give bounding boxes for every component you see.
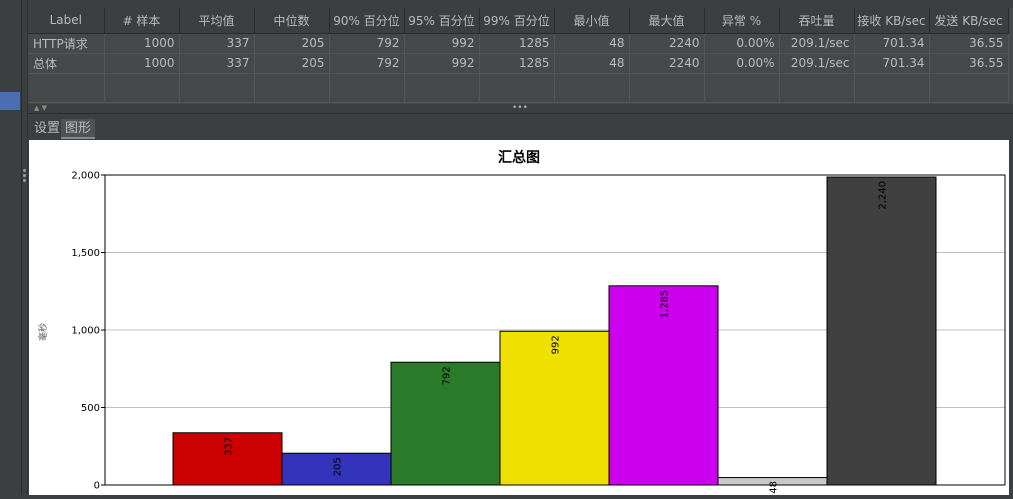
column-header[interactable]: 平均值 <box>179 8 255 34</box>
column-header[interactable]: 90% 百分位 <box>329 8 405 34</box>
column-header[interactable]: 异常 % <box>704 8 780 34</box>
table-cell: 36.55 <box>929 33 1009 54</box>
y-tick-label: 1,000 <box>71 326 100 337</box>
table-row[interactable]: 总体 1000 337 205 792 992 1285 48 2240 0.0… <box>28 53 1009 74</box>
column-header[interactable]: 接收 KB/sec <box>854 8 930 34</box>
bar-data-label: 2,240 <box>878 181 889 210</box>
table-cell: 992 <box>404 33 480 54</box>
column-header[interactable]: 最小值 <box>554 8 630 34</box>
table-cell: 205 <box>254 33 330 54</box>
table-cell: 792 <box>329 53 405 74</box>
table-cell: 2240 <box>629 33 705 54</box>
splitter-grip-dot <box>23 179 26 182</box>
plot-area-frame <box>104 174 1006 486</box>
table-cell: 36.55 <box>929 53 1009 74</box>
column-header[interactable]: Label <box>28 8 105 34</box>
table-cell: 总体 <box>28 53 105 74</box>
table-cell: 337 <box>179 53 255 74</box>
bar-data-label: 48 <box>769 481 780 494</box>
y-tick-label: 0 <box>94 481 100 492</box>
bar-data-label: 337 <box>224 437 235 456</box>
bar-data-label: 792 <box>442 366 453 385</box>
splitter-handle-icon[interactable]: ••• <box>512 103 528 113</box>
table-cell: HTTP请求 <box>28 33 105 54</box>
horizontal-splitter[interactable]: ▲ ▼ ••• <box>28 103 1013 114</box>
table-row[interactable]: HTTP请求 1000 337 205 792 992 1285 48 2240… <box>28 33 1009 54</box>
column-header[interactable]: 最大值 <box>629 8 705 34</box>
bar-data-label: 1,285 <box>660 290 671 319</box>
chart-bar <box>826 176 937 486</box>
column-header[interactable]: 99% 百分位 <box>479 8 555 34</box>
collapse-arrows-icon[interactable]: ▲ ▼ <box>34 104 47 112</box>
table-cell: 209.1/sec <box>779 33 855 54</box>
table-cell: 701.34 <box>854 53 930 74</box>
y-tick-label: 1,500 <box>71 248 100 259</box>
y-axis-label: 毫秒 <box>37 323 49 341</box>
splitter-grip-dot <box>23 174 26 177</box>
splitter-grip-dot <box>23 169 26 172</box>
table-cell: 701.34 <box>854 33 930 54</box>
y-axis-ticks: 0 500 1,000 1,500 2,000 <box>71 171 105 492</box>
table-cell: 48 <box>554 53 630 74</box>
table-cell: 0.00% <box>704 33 780 54</box>
empty-table-row <box>28 73 1009 103</box>
table-cell: 337 <box>179 33 255 54</box>
table-cell: 1285 <box>479 53 555 74</box>
bar-data-label: 205 <box>333 457 344 476</box>
chart-bar <box>172 432 283 486</box>
table-cell: 2240 <box>629 53 705 74</box>
tab-settings[interactable]: 设置 <box>34 121 61 136</box>
chart-panel: 汇总图 毫秒 0 500 1,000 1,500 2,000 337 205 792 992 1… <box>29 140 1009 495</box>
chart-title: 汇总图 <box>498 149 540 166</box>
column-header[interactable]: 95% 百分位 <box>404 8 480 34</box>
table-cell: 0.00% <box>704 53 780 74</box>
table-cell: 1000 <box>104 53 180 74</box>
y-tick-label: 500 <box>81 403 100 414</box>
tab-graph[interactable]: 图形 <box>61 119 96 139</box>
table-cell: 1000 <box>104 33 180 54</box>
summary-table-panel: Label # 样本 平均值 中位数 90% 百分位 95% 百分位 99% 百… <box>28 8 1013 104</box>
vertical-splitter[interactable] <box>22 0 28 495</box>
column-header[interactable]: 发送 KB/sec <box>929 8 1009 34</box>
view-tabs: 设置 图形 <box>28 116 1013 140</box>
table-cell: 992 <box>404 53 480 74</box>
table-cell: 792 <box>329 33 405 54</box>
left-tree-panel <box>0 0 22 495</box>
table-cell: 48 <box>554 33 630 54</box>
table-header-row: Label # 样本 平均值 中位数 90% 百分位 95% 百分位 99% 百… <box>28 8 1009 34</box>
tree-selected-item[interactable] <box>0 92 20 110</box>
table-cell: 205 <box>254 53 330 74</box>
bar-data-label: 992 <box>551 335 562 354</box>
column-header[interactable]: # 样本 <box>104 8 180 34</box>
y-tick-label: 2,000 <box>71 171 100 182</box>
summary-table: Label # 样本 平均值 中位数 90% 百分位 95% 百分位 99% 百… <box>28 8 1009 103</box>
table-cell: 1285 <box>479 33 555 54</box>
chart-bars: 337 205 792 992 1,285 48 2,240 <box>172 176 937 494</box>
chart-bar <box>608 285 719 486</box>
column-header[interactable]: 中位数 <box>254 8 330 34</box>
summary-chart: 汇总图 毫秒 0 500 1,000 1,500 2,000 337 205 792 992 1… <box>37 149 1006 494</box>
table-cell: 209.1/sec <box>779 53 855 74</box>
column-header[interactable]: 吞吐量 <box>779 8 855 34</box>
